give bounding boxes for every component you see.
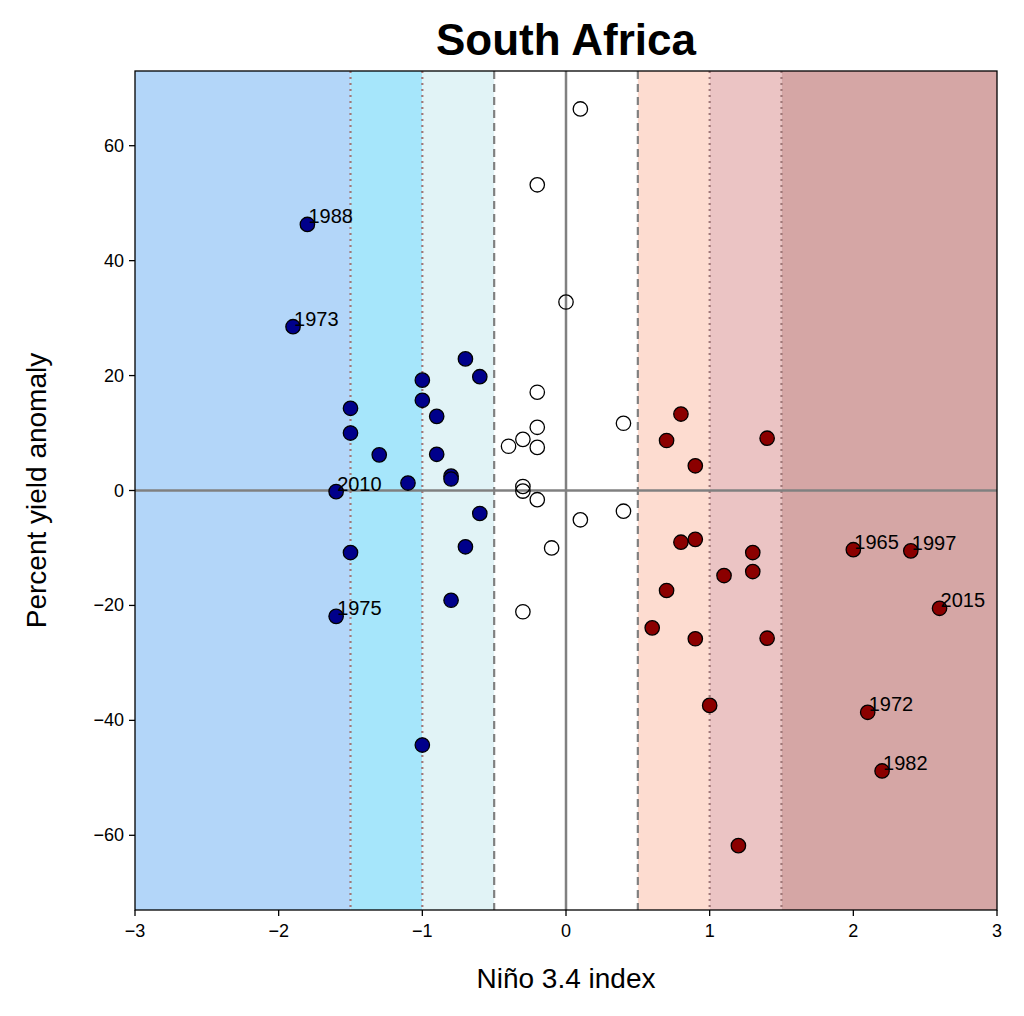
point [746, 564, 760, 578]
point [415, 373, 429, 387]
y-reference-line [135, 489, 997, 492]
point [746, 545, 760, 559]
point [731, 838, 745, 852]
point [760, 431, 774, 445]
point [616, 416, 630, 430]
point [430, 409, 444, 423]
chart: 198819732010197519651997201519721982−3−2… [0, 0, 1024, 1016]
point [530, 385, 544, 399]
point [501, 439, 515, 453]
x-tick [853, 910, 854, 916]
frame [135, 71, 997, 910]
y-tick [129, 720, 135, 721]
point [544, 541, 558, 555]
point [530, 492, 544, 506]
x-tick [134, 910, 135, 916]
y-tick [129, 375, 135, 376]
x-tick-label: −2 [268, 921, 289, 941]
plot-area [135, 71, 997, 910]
point [659, 433, 673, 447]
y-tick [129, 835, 135, 836]
point [659, 583, 673, 597]
point [530, 420, 544, 434]
point [516, 605, 530, 619]
points [286, 102, 947, 853]
point [573, 513, 587, 527]
point [688, 532, 702, 546]
point [415, 393, 429, 407]
x-tick [422, 910, 423, 916]
point [430, 447, 444, 461]
annotation: 1988 [308, 205, 353, 227]
point [458, 540, 472, 554]
x-tick-label: 1 [705, 921, 715, 941]
point [415, 738, 429, 752]
point [702, 698, 716, 712]
y-tick-label: 0 [114, 481, 124, 501]
x-tick [278, 910, 279, 916]
annotation: 1965 [854, 531, 899, 553]
y-tick-label: 40 [104, 251, 124, 271]
y-tick-label: −40 [93, 710, 124, 730]
y-tick-label: 20 [104, 366, 124, 386]
title: South Africa [436, 15, 696, 64]
point [645, 621, 659, 635]
y-tick [129, 145, 135, 146]
point [343, 545, 357, 559]
point [444, 593, 458, 607]
x-tick-label: 2 [848, 921, 858, 941]
point [401, 476, 415, 490]
point [530, 440, 544, 454]
point [616, 504, 630, 518]
annotation: 1997 [912, 532, 957, 554]
point [516, 432, 530, 446]
annotation: 1972 [869, 693, 914, 715]
y-tick [129, 490, 135, 491]
x-tick-label: 3 [992, 921, 1002, 941]
point [473, 370, 487, 384]
x-tick [709, 910, 710, 916]
y-axis-label: Percent yield anomaly [21, 353, 52, 628]
x-axis-label: Niño 3.4 index [476, 963, 655, 994]
point [674, 407, 688, 421]
point [688, 459, 702, 473]
annotation: 1975 [337, 597, 382, 619]
x-tick-label: −1 [412, 921, 433, 941]
point [444, 472, 458, 486]
annotation: 2015 [941, 589, 986, 611]
point [473, 506, 487, 520]
point [717, 568, 731, 582]
x-tick [565, 910, 566, 916]
y-tick [129, 605, 135, 606]
point [688, 632, 702, 646]
point [674, 535, 688, 549]
point [343, 401, 357, 415]
point [530, 178, 544, 192]
annotation: 1973 [294, 308, 339, 330]
x-tick-label: 0 [561, 921, 571, 941]
point [516, 484, 530, 498]
point [559, 295, 573, 309]
y-tick-label: 60 [104, 136, 124, 156]
point [760, 631, 774, 645]
y-tick-label: −60 [93, 825, 124, 845]
point [573, 102, 587, 116]
annotation: 1982 [883, 752, 928, 774]
point [372, 448, 386, 462]
x-tick [996, 910, 997, 916]
y-tick [129, 260, 135, 261]
x-tick-label: −3 [125, 921, 146, 941]
point [458, 352, 472, 366]
annotation: 2010 [337, 473, 382, 495]
point [343, 426, 357, 440]
y-tick-label: −20 [93, 595, 124, 615]
